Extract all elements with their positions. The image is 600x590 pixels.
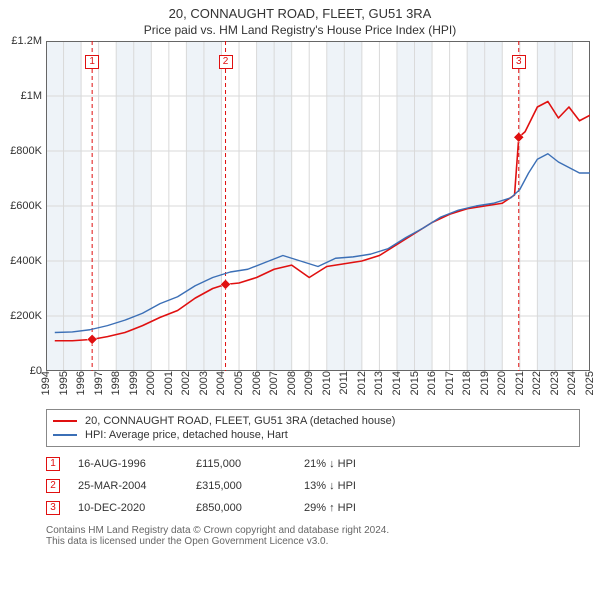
x-axis-label: 2010 [321, 371, 333, 395]
x-axis-label: 2019 [479, 371, 491, 395]
x-axis-label: 2020 [496, 371, 508, 395]
footnote-line: Contains HM Land Registry data © Crown c… [46, 525, 580, 536]
x-axis-label: 2023 [549, 371, 561, 395]
x-axis-label: 2003 [198, 371, 210, 395]
x-axis-label: 2018 [461, 371, 473, 395]
event-marker-label: 3 [512, 55, 526, 69]
x-axis-label: 2007 [268, 371, 280, 395]
legend-swatch [53, 434, 77, 436]
event-price: £850,000 [196, 502, 286, 514]
page-subtitle: Price paid vs. HM Land Registry's House … [0, 21, 600, 41]
event-number: 3 [46, 501, 60, 515]
event-price: £115,000 [196, 458, 286, 470]
x-axis-label: 2001 [163, 371, 175, 395]
y-axis-label: £400K [10, 255, 42, 267]
x-axis-label: 1999 [128, 371, 140, 395]
page-title: 20, CONNAUGHT ROAD, FLEET, GU51 3RA [0, 0, 600, 21]
x-axis-label: 1998 [110, 371, 122, 395]
y-axis-label: £800K [10, 145, 42, 157]
legend-label: 20, CONNAUGHT ROAD, FLEET, GU51 3RA (det… [85, 415, 395, 427]
x-axis-label: 1995 [58, 371, 70, 395]
event-diff: 21% ↓ HPI [304, 458, 394, 470]
x-axis-label: 2000 [145, 371, 157, 395]
event-row: 3 10-DEC-2020 £850,000 29% ↑ HPI [46, 497, 580, 519]
x-axis-label: 2024 [566, 371, 578, 395]
event-number: 1 [46, 457, 60, 471]
event-date: 25-MAR-2004 [78, 480, 178, 492]
event-date: 10-DEC-2020 [78, 502, 178, 514]
events-table: 1 16-AUG-1996 £115,000 21% ↓ HPI 2 25-MAR-200… [46, 453, 580, 519]
legend-row: HPI: Average price, detached house, Hart [53, 428, 573, 442]
x-axis-label: 1996 [75, 371, 87, 395]
event-number: 2 [46, 479, 60, 493]
x-axis-label: 2006 [251, 371, 263, 395]
x-axis-label: 2015 [409, 371, 421, 395]
event-marker-label: 1 [85, 55, 99, 69]
chart-area: £0£200K£400K£600K£800K£1M£1.2M1994199519… [46, 41, 590, 371]
x-axis-label: 2025 [584, 371, 596, 395]
y-axis-label: £200K [10, 310, 42, 322]
x-axis-label: 2013 [373, 371, 385, 395]
x-axis-label: 2021 [514, 371, 526, 395]
x-axis-label: 2009 [303, 371, 315, 395]
x-axis-label: 2008 [286, 371, 298, 395]
legend-label: HPI: Average price, detached house, Hart [85, 429, 288, 441]
event-diff: 13% ↓ HPI [304, 480, 394, 492]
event-price: £315,000 [196, 480, 286, 492]
event-date: 16-AUG-1996 [78, 458, 178, 470]
event-row: 1 16-AUG-1996 £115,000 21% ↓ HPI [46, 453, 580, 475]
x-axis-label: 2002 [180, 371, 192, 395]
x-axis-label: 2005 [233, 371, 245, 395]
legend-row: 20, CONNAUGHT ROAD, FLEET, GU51 3RA (det… [53, 414, 573, 428]
line-chart [46, 41, 590, 371]
x-axis-label: 2016 [426, 371, 438, 395]
footnote: Contains HM Land Registry data © Crown c… [46, 525, 580, 547]
legend: 20, CONNAUGHT ROAD, FLEET, GU51 3RA (det… [46, 409, 580, 447]
event-diff: 29% ↑ HPI [304, 502, 394, 514]
x-axis-label: 1997 [93, 371, 105, 395]
event-row: 2 25-MAR-2004 £315,000 13% ↓ HPI [46, 475, 580, 497]
x-axis-label: 2004 [215, 371, 227, 395]
x-axis-label: 2022 [531, 371, 543, 395]
y-axis-label: £600K [10, 200, 42, 212]
footnote-line: This data is licensed under the Open Gov… [46, 536, 580, 547]
x-axis-label: 2017 [444, 371, 456, 395]
y-axis-label: £1.2M [11, 35, 42, 47]
legend-swatch [53, 420, 77, 422]
y-axis-label: £1M [21, 90, 42, 102]
x-axis-label: 1994 [40, 371, 52, 395]
x-axis-label: 2011 [338, 371, 350, 395]
x-axis-label: 2012 [356, 371, 368, 395]
event-marker-label: 2 [219, 55, 233, 69]
x-axis-label: 2014 [391, 371, 403, 395]
